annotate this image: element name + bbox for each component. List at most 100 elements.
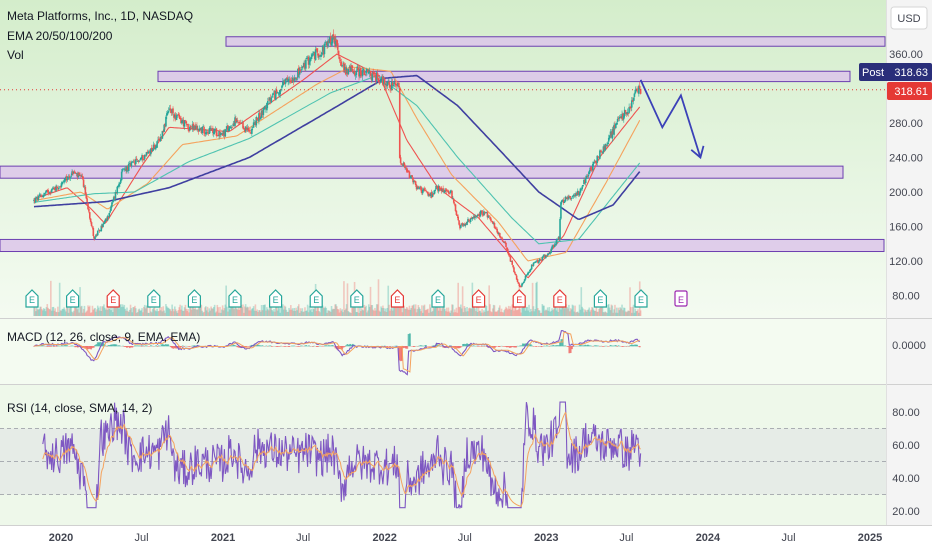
candle[interactable] bbox=[617, 115, 620, 121]
candle[interactable] bbox=[92, 226, 95, 238]
candle[interactable] bbox=[156, 140, 158, 148]
candle[interactable] bbox=[105, 217, 108, 222]
candle[interactable] bbox=[544, 254, 546, 259]
candle[interactable] bbox=[477, 213, 480, 217]
candle[interactable] bbox=[372, 68, 374, 78]
candle[interactable] bbox=[481, 210, 483, 217]
candle[interactable] bbox=[411, 175, 413, 180]
candle[interactable] bbox=[431, 191, 434, 198]
candle[interactable] bbox=[87, 202, 89, 210]
candle[interactable] bbox=[127, 164, 129, 172]
candle[interactable] bbox=[282, 79, 285, 86]
candle[interactable] bbox=[432, 193, 435, 197]
candle[interactable] bbox=[48, 192, 50, 195]
candle[interactable] bbox=[557, 235, 560, 240]
candle[interactable] bbox=[265, 107, 267, 110]
candle[interactable] bbox=[189, 124, 192, 131]
candle[interactable] bbox=[36, 194, 39, 202]
candle[interactable] bbox=[406, 169, 409, 173]
candle[interactable] bbox=[384, 83, 387, 90]
candle[interactable] bbox=[88, 211, 91, 221]
candle[interactable] bbox=[532, 261, 535, 267]
candle[interactable] bbox=[623, 106, 626, 118]
currency-button[interactable] bbox=[890, 6, 928, 30]
candle[interactable] bbox=[501, 236, 504, 242]
candle[interactable] bbox=[242, 121, 244, 130]
candle[interactable] bbox=[495, 226, 498, 230]
candle[interactable] bbox=[270, 96, 273, 104]
candle[interactable] bbox=[51, 186, 54, 191]
candle[interactable] bbox=[252, 118, 255, 128]
candle[interactable] bbox=[73, 169, 76, 174]
earnings-marker[interactable]: E bbox=[269, 289, 283, 308]
candle[interactable] bbox=[462, 223, 465, 228]
candle[interactable] bbox=[38, 192, 41, 197]
candle[interactable] bbox=[177, 112, 180, 116]
candle[interactable] bbox=[285, 77, 288, 83]
candle[interactable] bbox=[539, 259, 542, 261]
candle[interactable] bbox=[81, 174, 83, 177]
candle[interactable] bbox=[131, 160, 134, 163]
candle[interactable] bbox=[595, 160, 598, 165]
candle[interactable] bbox=[298, 66, 301, 79]
candle[interactable] bbox=[141, 153, 143, 162]
candle[interactable] bbox=[88, 208, 90, 214]
candle[interactable] bbox=[561, 199, 563, 205]
candle[interactable] bbox=[497, 231, 499, 236]
candle[interactable] bbox=[630, 103, 632, 112]
candle[interactable] bbox=[192, 122, 195, 132]
candle[interactable] bbox=[273, 89, 275, 93]
candle[interactable] bbox=[124, 165, 127, 172]
candle[interactable] bbox=[355, 69, 358, 78]
candle[interactable] bbox=[155, 145, 158, 150]
candle[interactable] bbox=[341, 65, 343, 68]
candle[interactable] bbox=[49, 191, 51, 196]
candle[interactable] bbox=[520, 285, 522, 288]
candle[interactable] bbox=[322, 44, 325, 58]
candle[interactable] bbox=[318, 54, 320, 60]
candle[interactable] bbox=[463, 222, 466, 227]
candle[interactable] bbox=[391, 79, 394, 87]
candle[interactable] bbox=[194, 122, 196, 131]
candle[interactable] bbox=[96, 230, 99, 237]
candle[interactable] bbox=[567, 194, 569, 201]
candle[interactable] bbox=[287, 77, 289, 86]
candle[interactable] bbox=[282, 77, 284, 87]
candle[interactable] bbox=[421, 187, 424, 196]
candle[interactable] bbox=[474, 213, 476, 221]
price-zone[interactable] bbox=[0, 165, 844, 179]
candle[interactable] bbox=[181, 117, 184, 124]
candle[interactable] bbox=[607, 141, 609, 147]
candle[interactable] bbox=[364, 73, 367, 77]
candle[interactable] bbox=[415, 184, 418, 191]
candle[interactable] bbox=[518, 282, 521, 288]
candle[interactable] bbox=[335, 37, 337, 47]
candle[interactable] bbox=[79, 174, 81, 177]
candle[interactable] bbox=[606, 142, 608, 147]
candle[interactable] bbox=[406, 165, 408, 174]
candle[interactable] bbox=[259, 111, 261, 120]
candle[interactable] bbox=[42, 192, 45, 199]
candle[interactable] bbox=[382, 74, 384, 86]
candle[interactable] bbox=[135, 155, 138, 161]
candle[interactable] bbox=[585, 174, 588, 180]
candle[interactable] bbox=[575, 191, 577, 199]
candle[interactable] bbox=[220, 132, 223, 135]
candle[interactable] bbox=[428, 193, 430, 198]
candle[interactable] bbox=[368, 67, 371, 78]
candle[interactable] bbox=[414, 180, 417, 188]
candle[interactable] bbox=[144, 154, 147, 157]
candle[interactable] bbox=[234, 114, 236, 129]
candle[interactable] bbox=[600, 149, 603, 154]
candle[interactable] bbox=[229, 125, 232, 129]
candle[interactable] bbox=[266, 97, 269, 109]
candle[interactable] bbox=[279, 89, 281, 98]
candle[interactable] bbox=[332, 29, 335, 43]
ema-lines[interactable] bbox=[33, 53, 641, 279]
candle[interactable] bbox=[104, 218, 107, 222]
candle[interactable] bbox=[226, 122, 228, 132]
candle[interactable] bbox=[154, 144, 157, 151]
candle[interactable] bbox=[186, 123, 188, 126]
candle[interactable] bbox=[583, 177, 585, 185]
